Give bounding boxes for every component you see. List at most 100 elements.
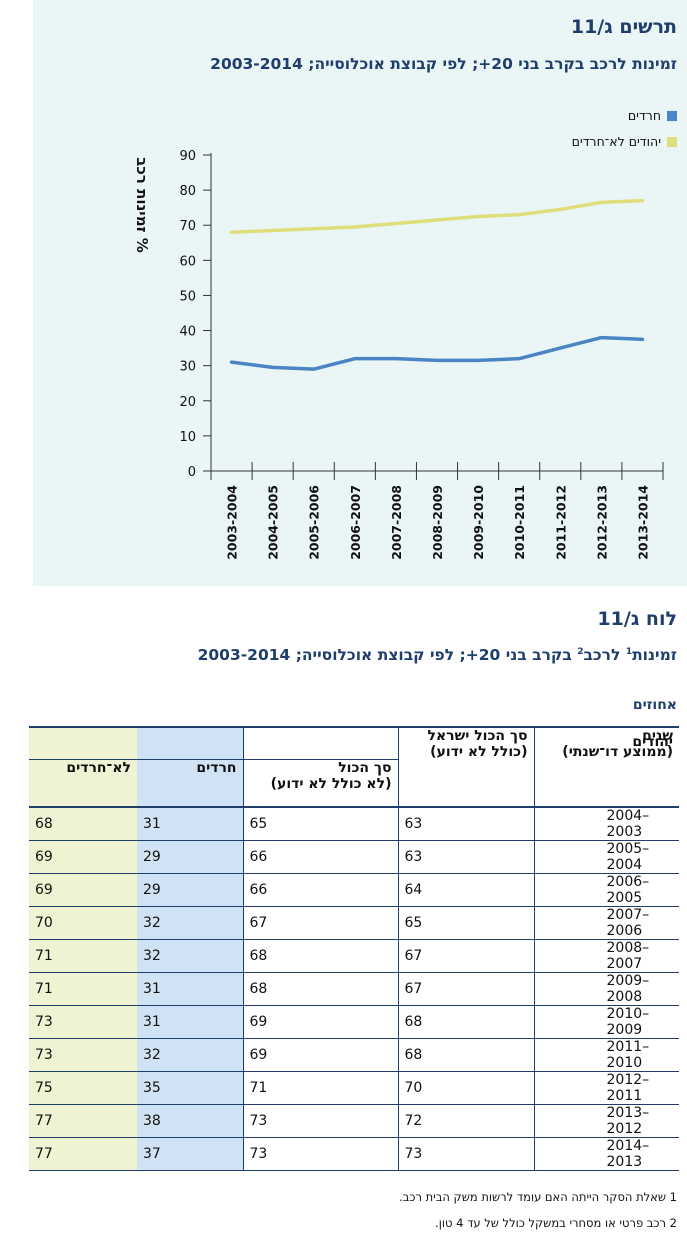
x-tick-label: 2003-2004 (225, 485, 240, 560)
y-tick-label: 50 (179, 289, 196, 304)
footnote-1: 1 שאלת הסקר הייתה האם עומד לרשות משק הבי… (399, 1190, 677, 1204)
header-total: סך הכול ישראל (כולל לא ידוע) (397, 727, 534, 807)
cell-jews-total: 69 (242, 1038, 398, 1072)
cell-total: 68 (397, 1038, 534, 1072)
legend-label-non-haredim: יהודים לא־חרדים (571, 134, 661, 149)
cell-haredim: 31 (137, 807, 243, 841)
table-unit: אחוזים (632, 697, 677, 713)
cell-years: 2011–2010 (533, 1038, 679, 1072)
cell-non-haredim: 69 (29, 840, 137, 874)
x-tick-label: 2012-2013 (594, 485, 609, 560)
y-tick-label: 30 (179, 360, 196, 375)
cell-jews-total: 73 (242, 1104, 398, 1138)
series-line-haredim (229, 335, 645, 371)
cell-jews-total: 66 (242, 840, 398, 874)
y-tick-label: 70 (179, 219, 196, 234)
cell-non-haredim: 71 (29, 939, 137, 973)
cell-years: 2007–2006 (533, 906, 679, 940)
cell-non-haredim: 77 (29, 1104, 137, 1138)
legend-swatch-non-haredim (667, 137, 677, 147)
table-row: 75 35 71 70 2012–2011 (29, 1071, 679, 1105)
cell-total: 67 (397, 972, 534, 1006)
table-title: לוח ג/11 (597, 608, 677, 630)
cell-jews-total: 68 (242, 939, 398, 973)
y-tick-label: 0 (188, 465, 196, 480)
line-chart: 0 10 20 30 40 50 60 70 80 90 2003-2004 2004-2005 200… (133, 149, 664, 560)
cell-years: 2012–2011 (533, 1071, 679, 1105)
y-tick-label: 20 (179, 395, 196, 410)
x-tick-label: 2009-2010 (471, 485, 486, 560)
cell-total: 68 (397, 1005, 534, 1039)
cell-non-haredim: 73 (29, 1005, 137, 1039)
legend-label-haredim: חרדים (627, 108, 661, 123)
header-haredim: חרדים (137, 758, 243, 807)
chart-panel (33, 0, 687, 586)
figure-subtitle: זמינות לרכב בקרב בני 20+; לפי קבוצת אוכל… (210, 55, 677, 73)
legend-swatch-haredim (667, 111, 677, 121)
cell-non-haredim: 75 (29, 1071, 137, 1105)
legend-item-haredim: חרדים (628, 108, 677, 123)
table-row: 69 29 66 63 2005–2004 (29, 840, 679, 874)
cell-years: 2006–2005 (533, 873, 679, 907)
cell-total: 64 (397, 873, 534, 907)
cell-non-haredim: 68 (29, 807, 137, 841)
cell-non-haredim: 69 (29, 873, 137, 907)
x-tick-label: 2004-2005 (266, 485, 281, 560)
y-tick-label: 10 (179, 430, 196, 445)
cell-haredim: 32 (137, 1038, 243, 1072)
header-years: שנים (ממוצע דו־שנתי) (533, 727, 679, 807)
cell-haredim: 38 (137, 1104, 243, 1138)
cell-total: 72 (397, 1104, 534, 1138)
data-table: סך הכול ישראל (כולל לא ידוע) שנים (ממוצע… (29, 726, 679, 1171)
x-tick-label: 2005-2006 (307, 485, 322, 560)
cell-jews-total: 65 (242, 807, 398, 841)
table-subtitle: זמינות1 לרכב2 בקרב בני 20+; לפי קבוצת או… (197, 646, 677, 664)
cell-haredim: 31 (137, 972, 243, 1006)
cell-haredim: 29 (137, 840, 243, 874)
x-tick-label: 2013-2014 (635, 485, 650, 560)
cell-total: 73 (397, 1137, 534, 1171)
y-tick-label: 40 (179, 325, 196, 340)
cell-total: 63 (397, 807, 534, 841)
table-row: 70 32 67 65 2007–2006 (29, 906, 679, 940)
cell-non-haredim: 70 (29, 906, 137, 940)
x-tick-label: 2011-2012 (553, 485, 568, 560)
y-tick-label: 60 (179, 254, 196, 269)
cell-total: 65 (397, 906, 534, 940)
cell-years: 2005–2004 (533, 840, 679, 874)
cell-years: 2010–2009 (533, 1005, 679, 1039)
cell-jews-total: 68 (242, 972, 398, 1006)
cell-haredim: 31 (137, 1005, 243, 1039)
cell-years: 2009–2008 (533, 972, 679, 1006)
cell-total: 63 (397, 840, 534, 874)
cell-haredim: 37 (137, 1137, 243, 1171)
cell-total: 67 (397, 939, 534, 973)
x-tick-label: 2006-2007 (348, 485, 363, 560)
cell-years: 2014–2013 (533, 1137, 679, 1171)
x-tick-label: 2007-2008 (389, 485, 404, 560)
y-tick-label: 90 (179, 149, 196, 164)
cell-jews-total: 69 (242, 1005, 398, 1039)
table-row: 71 32 68 67 2008–2007 (29, 939, 679, 973)
cell-years: 2013–2012 (533, 1104, 679, 1138)
y-tick-label: 80 (179, 184, 196, 199)
table-row: 73 32 69 68 2011–2010 (29, 1038, 679, 1072)
cell-haredim: 35 (137, 1071, 243, 1105)
table-row: 73 31 69 68 2010–2009 (29, 1005, 679, 1039)
cell-jews-total: 73 (242, 1137, 398, 1171)
cell-haredim: 29 (137, 873, 243, 907)
header-non-haredim: לא־חרדים (29, 758, 137, 807)
figure-title: תרשים ג/11 (570, 16, 677, 38)
table-row: 71 31 68 67 2009–2008 (29, 972, 679, 1006)
series-line-non-haredim (229, 198, 645, 234)
cell-non-haredim: 77 (29, 1137, 137, 1171)
table-row: 69 29 66 64 2006–2005 (29, 873, 679, 907)
cell-jews-total: 66 (242, 873, 398, 907)
cell-years: 2008–2007 (533, 939, 679, 973)
x-tick-label: 2010-2011 (512, 485, 527, 560)
cell-haredim: 32 (137, 906, 243, 940)
cell-jews-total: 71 (242, 1071, 398, 1105)
cell-non-haredim: 73 (29, 1038, 137, 1072)
legend-item-non-haredim: יהודים לא־חרדים (572, 134, 677, 149)
cell-non-haredim: 71 (29, 972, 137, 1006)
